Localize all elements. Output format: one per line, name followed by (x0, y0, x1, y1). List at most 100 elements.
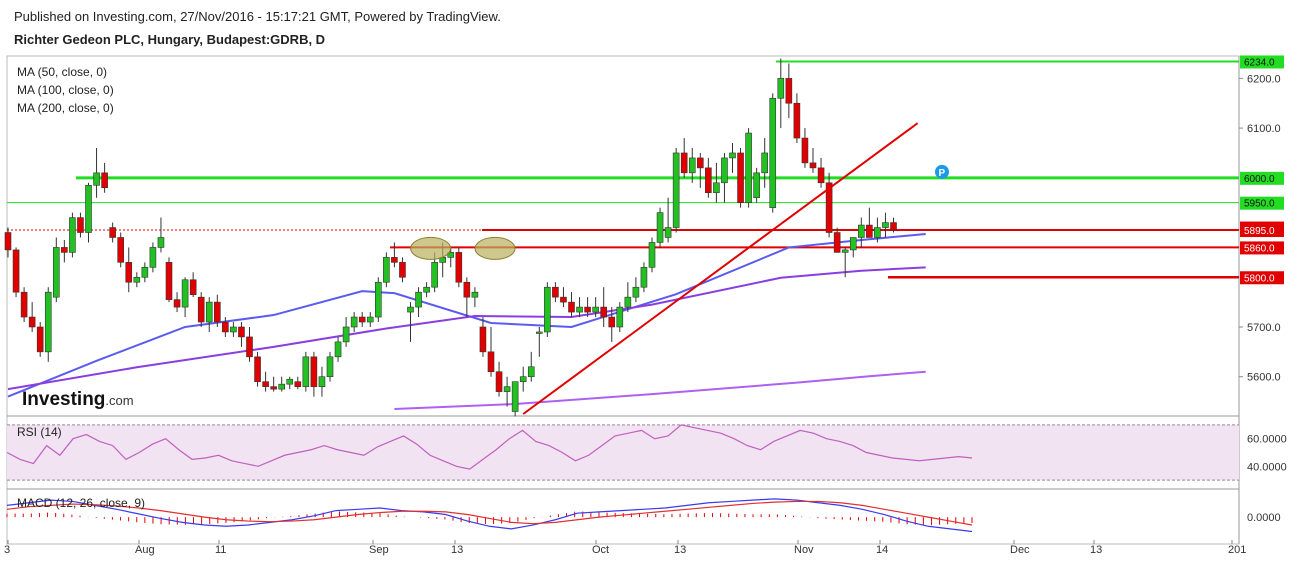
indicator-label: MA (200, close, 0) (17, 101, 114, 115)
candle-down (809, 162, 817, 169)
candle-up (544, 286, 551, 333)
macd-tick-label: 0.0000 (1247, 512, 1281, 524)
candle-up (841, 249, 849, 253)
x-tick-label: Oct (592, 544, 609, 556)
price-level-label: 5950.0 (1244, 199, 1275, 210)
candle-up (157, 237, 165, 248)
x-tick-label: Dec (1010, 544, 1030, 556)
candle-up (576, 306, 583, 313)
candle-up (503, 386, 511, 392)
candle-down (262, 381, 269, 387)
candle-up (383, 257, 390, 283)
x-tick-label: 11 (215, 544, 226, 556)
logo-suffix: .com (105, 393, 133, 408)
x-tick-label: 14 (876, 544, 888, 556)
rsi-title: RSI (14) (17, 425, 62, 439)
highlight-ellipse (410, 236, 452, 260)
moving-averages (7, 233, 926, 411)
x-tick-label: 13 (674, 544, 686, 556)
price-level-label: 5800.0 (1244, 273, 1275, 284)
candle-down (36, 326, 44, 353)
candle-up (93, 172, 100, 186)
candle-up (69, 217, 76, 253)
candle-up (777, 78, 785, 99)
candle-down (125, 262, 133, 283)
candle-down (817, 167, 825, 184)
candle-down (866, 224, 873, 238)
candles (4, 58, 897, 417)
candle-up (857, 224, 865, 238)
ma200-line (394, 370, 926, 411)
candle-down (101, 172, 108, 189)
price-level-badge: 6000.0 (1240, 171, 1284, 185)
candle-down (358, 316, 366, 323)
published-caption: Published on Investing.com, 27/Nov/2016 … (14, 9, 501, 24)
candle-up (302, 356, 310, 387)
candle-down (793, 102, 801, 139)
y-tick-label: 6100.0 (1247, 123, 1281, 135)
indicator-label: MA (50, close, 0) (17, 65, 107, 79)
candle-up (278, 383, 286, 390)
rsi-panel: 60.0000 40.0000 (6, 424, 1287, 481)
candle-up (44, 291, 52, 353)
overlay: P (410, 122, 949, 415)
candle-up (471, 291, 479, 298)
candle-up (286, 378, 294, 385)
candle-down (391, 257, 398, 263)
price-level-badge: 5895.0 (1240, 224, 1284, 238)
candle-down (560, 296, 567, 303)
candle-down (833, 232, 841, 253)
candle-up (423, 286, 430, 293)
candle-down (608, 316, 616, 328)
candle-up (334, 341, 342, 358)
candle-up (632, 286, 640, 298)
candle-up (535, 331, 543, 334)
x-tick-label: 13 (1090, 544, 1102, 556)
price-level-badge: 5860.0 (1240, 241, 1284, 255)
candle-up (342, 326, 350, 343)
candle-up (141, 267, 149, 278)
candle-up (874, 227, 881, 238)
highlight-ellipse (474, 236, 516, 260)
candle-down (165, 262, 173, 300)
candle-up (326, 356, 334, 378)
candle-down (238, 326, 245, 338)
price-level-label: 5860.0 (1244, 243, 1275, 254)
candle-down (117, 237, 124, 263)
candle-down (222, 321, 229, 333)
candle-up (753, 172, 760, 199)
ma100-line (7, 266, 926, 391)
x-tick-label: Aug (135, 544, 155, 556)
candle-up (882, 222, 889, 228)
candle-down (4, 232, 12, 251)
macd-line (6, 498, 973, 533)
candle-down (487, 351, 495, 373)
candle-down (705, 167, 712, 194)
candle-up (624, 296, 632, 308)
candle-down (173, 299, 181, 308)
candle-up (745, 132, 752, 203)
horizontal-levels (7, 60, 1239, 279)
price-level-badge-bg (1240, 271, 1284, 285)
candle-down (552, 286, 559, 298)
candle-down (254, 356, 261, 382)
candle-down (270, 386, 277, 390)
candle-down (28, 316, 36, 328)
x-tick-label: 201 (1228, 544, 1246, 556)
candle-up (769, 97, 777, 208)
candle-up (849, 237, 857, 251)
candle-up (721, 157, 728, 184)
x-tick-label: Sep (369, 544, 389, 556)
y-tick-label: 6200.0 (1247, 73, 1281, 85)
x-tick-label: 3 (4, 544, 10, 556)
candle-up (447, 252, 455, 258)
candle-down (568, 301, 575, 313)
candle-up (52, 247, 60, 298)
panel-labels: MA (50, close, 0) MA (100, close, 0) MA (2… (17, 65, 145, 510)
candle-up (407, 306, 414, 313)
candle-down (801, 137, 809, 164)
candle-up (729, 152, 736, 159)
candle-down (785, 78, 793, 104)
candle-down (20, 291, 28, 318)
candle-up (616, 306, 624, 328)
